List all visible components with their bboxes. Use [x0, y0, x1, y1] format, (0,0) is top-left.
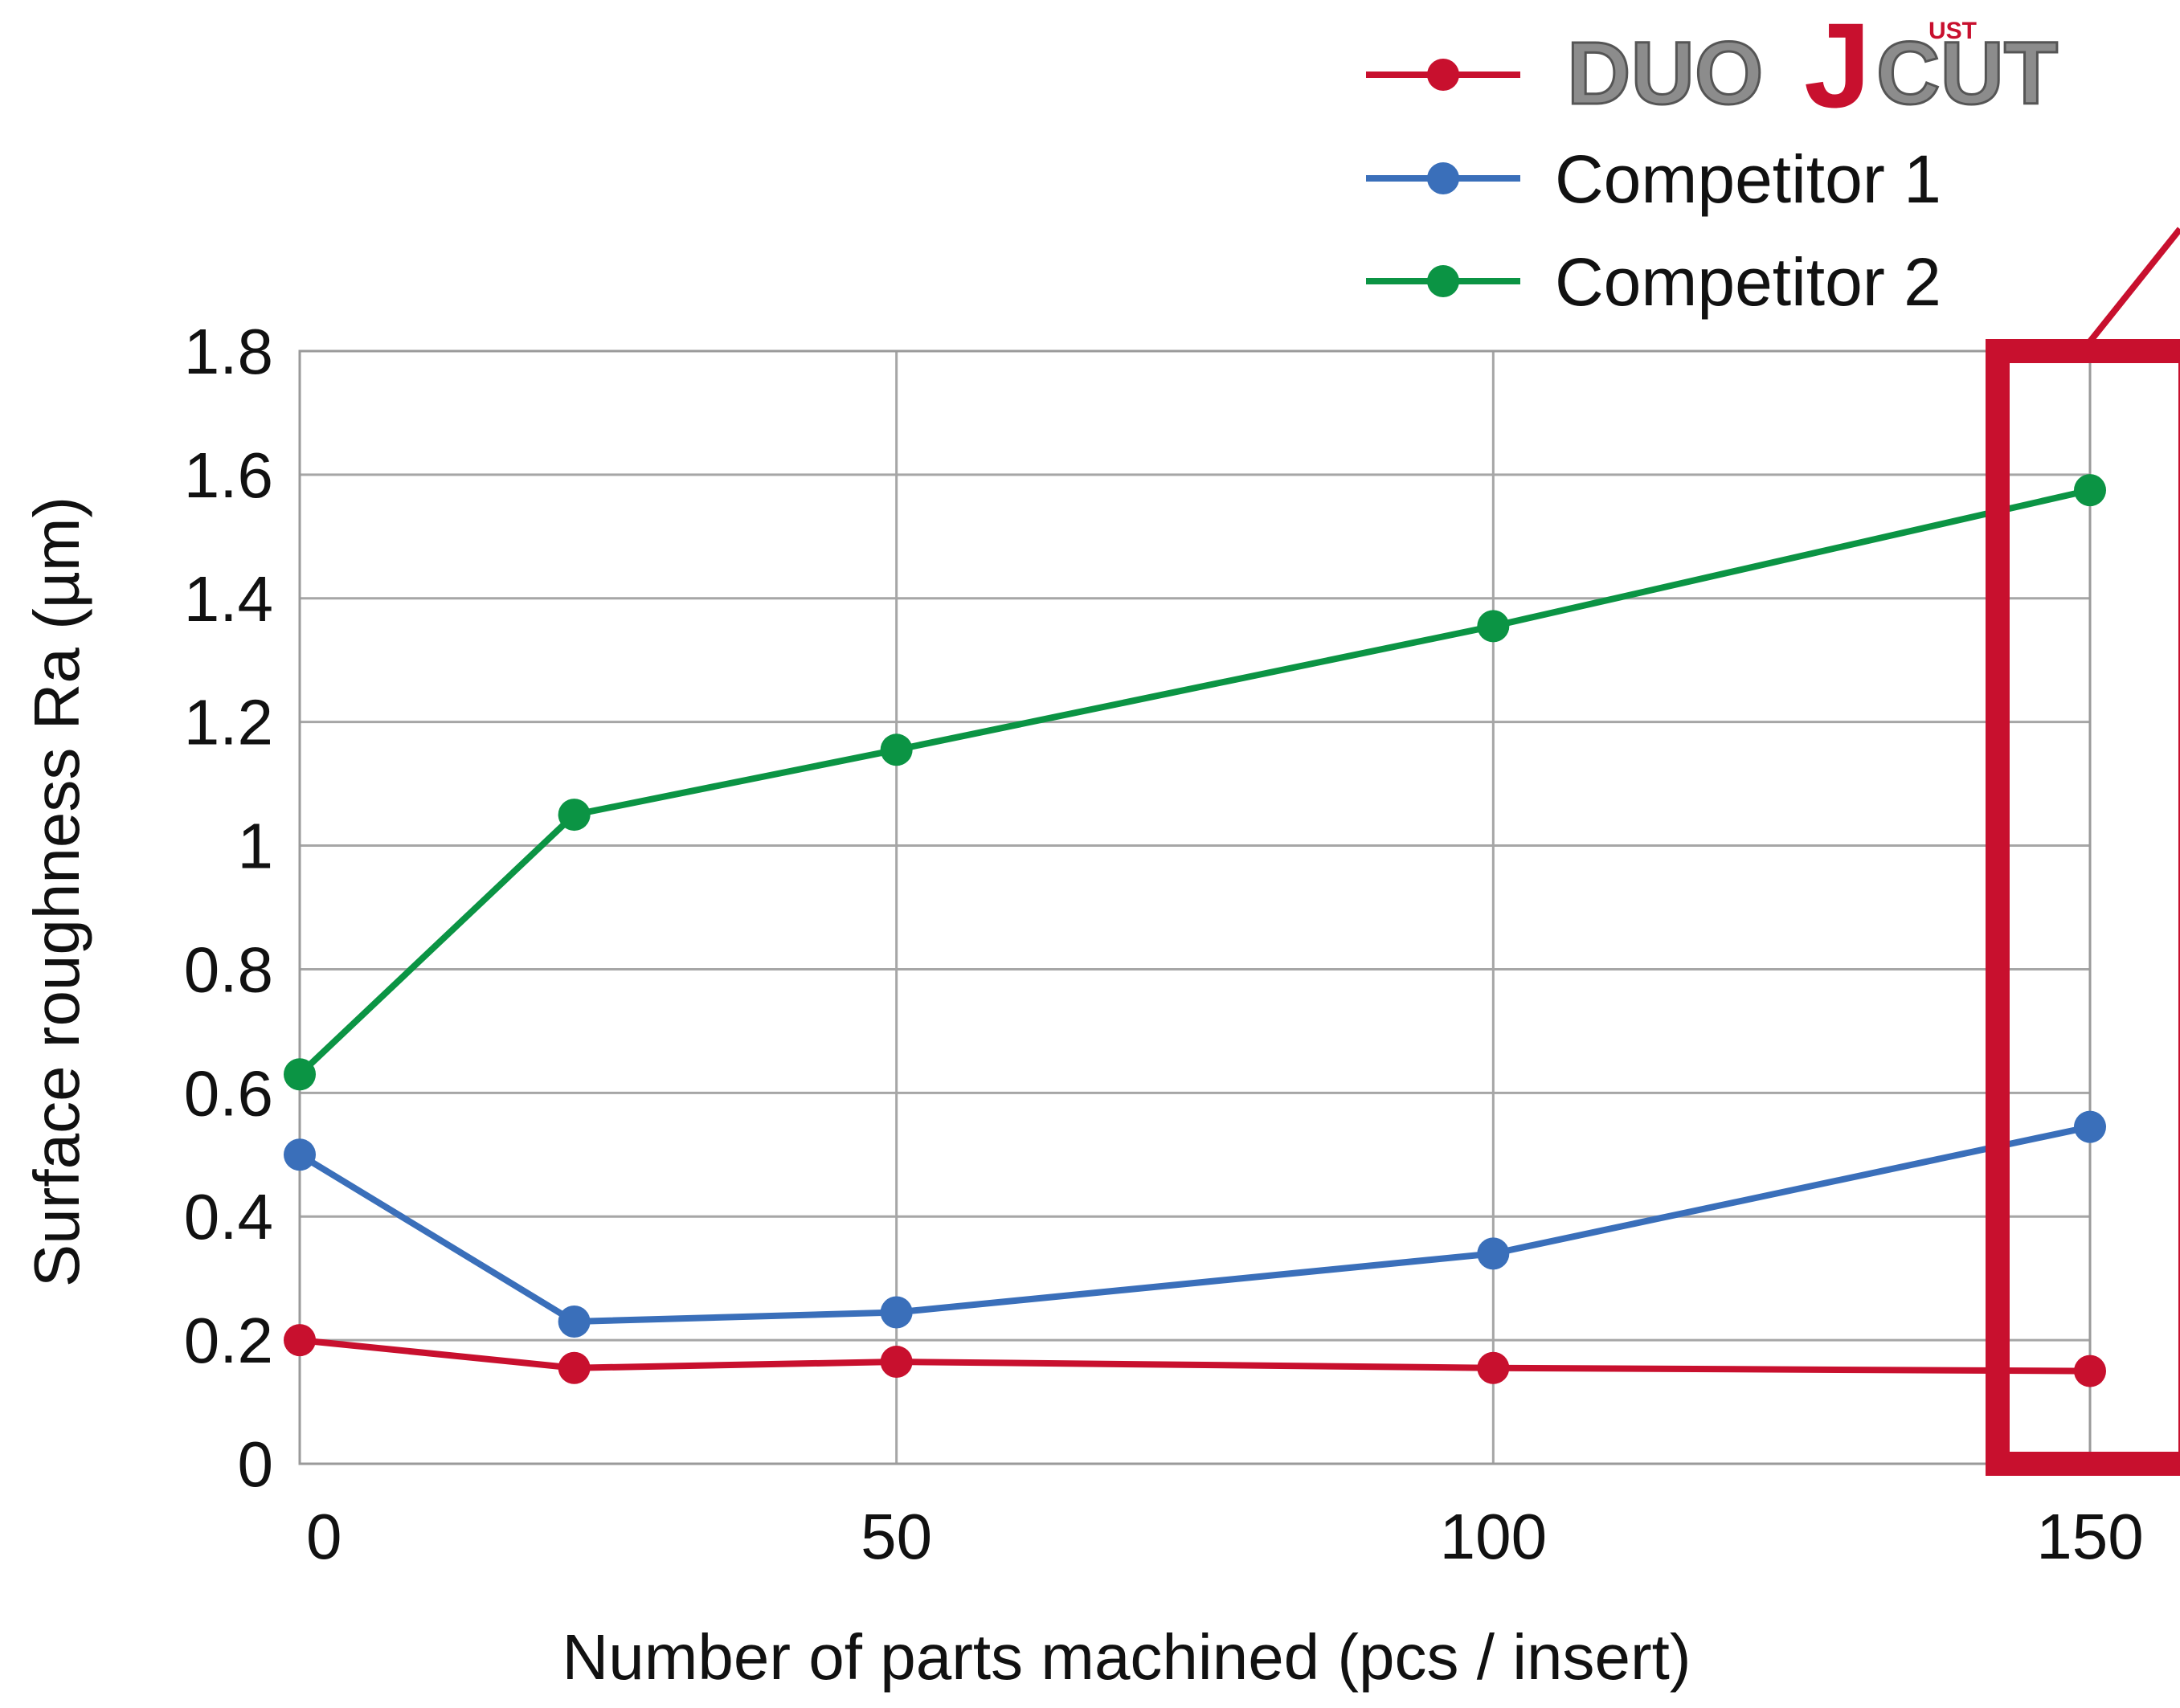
data-point — [881, 1346, 913, 1378]
legend-marker-0 — [1427, 59, 1459, 91]
data-point — [558, 1352, 591, 1384]
data-point — [2074, 1111, 2106, 1143]
highlight-leader-line — [2090, 229, 2180, 341]
x-tick-labels: 0 50 100 150 — [306, 1501, 2144, 1572]
grid — [300, 351, 2090, 1464]
plot-frame — [300, 351, 2090, 1464]
series-line-1 — [300, 1127, 2090, 1322]
x-tick-label: 50 — [861, 1501, 932, 1572]
legend-label-1: Competitor 1 — [1555, 141, 1941, 217]
y-tick-label: 1 — [238, 811, 274, 882]
data-point — [558, 799, 591, 831]
data-point — [881, 733, 913, 766]
legend-marker-2 — [1427, 265, 1459, 297]
y-tick-label: 1.8 — [184, 316, 273, 387]
series-layer — [284, 474, 2106, 1387]
data-point — [1477, 610, 1509, 642]
x-tick-label: 150 — [2036, 1501, 2143, 1572]
series-line-2 — [300, 490, 2090, 1074]
y-tick-label: 0.8 — [184, 934, 273, 1005]
y-tick-label: 1.4 — [184, 563, 273, 635]
y-tick-labels: 0 0.2 0.4 0.6 0.8 1 1.2 1.4 1.6 1.8 — [184, 316, 273, 1500]
y-tick-label: 0.4 — [184, 1181, 273, 1252]
y-tick-label: 1.2 — [184, 687, 273, 758]
logo-duo: DUO — [1567, 24, 1763, 123]
data-point — [881, 1296, 913, 1328]
data-point — [1477, 1237, 1509, 1269]
data-point — [2074, 1355, 2106, 1387]
y-tick-label: 1.6 — [184, 439, 273, 511]
x-axis-title: Number of parts machined (pcs / insert) — [562, 1621, 1691, 1693]
y-tick-label: 0.2 — [184, 1305, 273, 1376]
y-tick-label: 0.6 — [184, 1057, 273, 1129]
legend-marker-1 — [1427, 162, 1459, 194]
x-tick-label: 100 — [1440, 1501, 1547, 1572]
legend-label-2: Competitor 2 — [1555, 244, 1941, 320]
data-point — [284, 1324, 316, 1356]
data-point — [284, 1058, 316, 1090]
logo-cut: CUT — [1876, 24, 2058, 123]
y-axis-title: Surface roughness Ra (µm) — [21, 496, 92, 1287]
data-point — [2074, 474, 2106, 506]
data-point — [558, 1306, 591, 1338]
data-point — [284, 1138, 316, 1171]
y-tick-label: 0 — [238, 1428, 274, 1500]
logo-j: J — [1804, 0, 1871, 133]
data-point — [1477, 1352, 1509, 1384]
x-tick-label: 0 — [306, 1501, 342, 1572]
plot-border — [300, 351, 2090, 1464]
